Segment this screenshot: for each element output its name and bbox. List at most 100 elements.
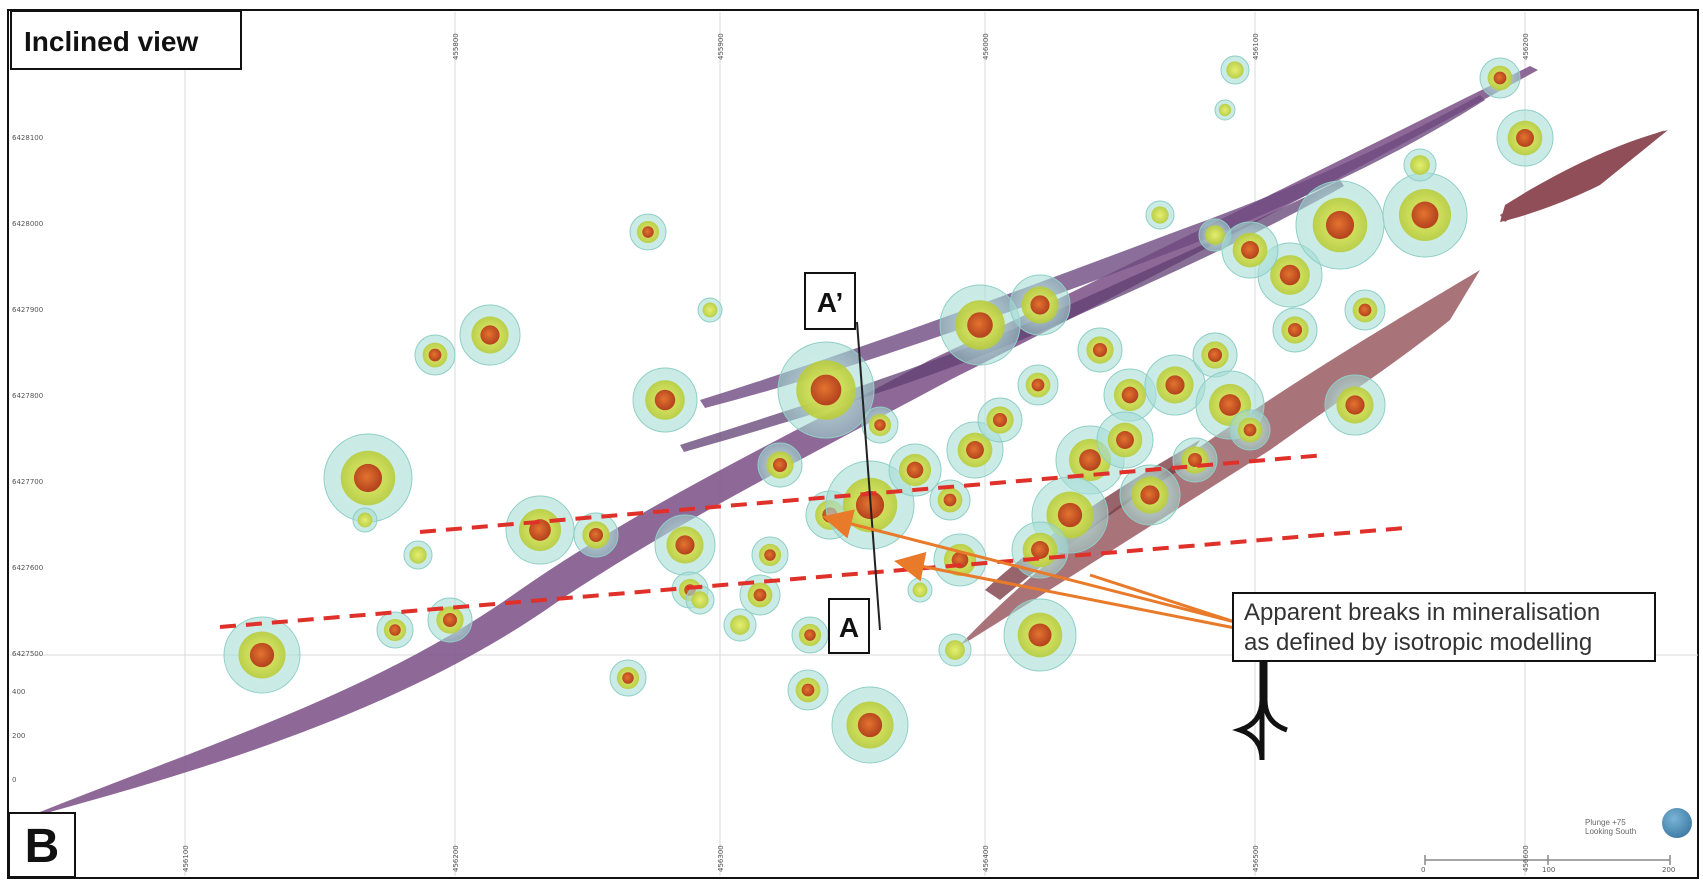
shell-core [442,612,458,628]
mineralisation-shells [223,55,1554,764]
shell-core [1030,295,1050,315]
shell-core [529,519,551,541]
view-title: Inclined view [10,10,242,70]
shell-mid [912,582,928,598]
shell-core [1345,395,1365,415]
shell-core [1243,423,1257,437]
middle-dyke [680,180,1344,452]
shell-core [1079,449,1101,471]
shell-core [428,348,442,362]
northing-tick: 6428100 [12,134,44,142]
northing-tick: 6427500 [12,650,44,658]
view-orientation: Plunge +75 Looking South [1585,818,1636,836]
shell-core [801,683,815,697]
scale-tick: 200 [1662,866,1676,874]
elevation-tick: 400 [12,688,26,696]
easting-tick-bottom: 456200 [452,845,460,872]
shell-core [353,463,383,493]
annotation-box: Apparent breaks in mineralisation as def… [1232,592,1656,662]
shell-core [1411,201,1439,229]
annotation-line-1: Apparent breaks in mineralisation [1244,599,1601,626]
panel-letter: B [8,812,76,878]
shell-mid [1218,103,1232,117]
elevation-tick: 0 [12,776,17,784]
shell-mid [1205,225,1225,245]
shell-core [1092,342,1108,358]
shell-core [1028,623,1052,647]
break-lines [219,453,1406,629]
shell-mid [702,302,718,318]
shell-core [967,312,993,338]
scale-bar [1424,855,1671,865]
easting-tick-bottom: 456500 [1252,845,1260,872]
coordinate-grid [10,12,1698,876]
shell-mid [691,591,709,609]
scale-tick: 0 [1421,866,1426,874]
section-label-end: A’ [804,272,856,330]
northing-tick: 6427800 [12,392,44,400]
view-direction: Looking South [1585,827,1637,836]
shell-core [642,226,654,238]
shell-core [1287,322,1303,338]
shell-core [1207,347,1223,363]
annotation-arrows [822,509,1236,630]
northing-tick: 6427900 [12,306,44,314]
shell-core [1241,241,1259,259]
easting-tick-bottom: 456100 [182,845,190,872]
northing-tick: 6427700 [12,478,44,486]
upper-fault-plane [1500,130,1668,222]
shell-core [1116,431,1134,449]
shell-core [1493,71,1507,85]
view-plunge: Plunge +75 [1585,818,1626,827]
shell-core [654,389,676,411]
northing-tick: 6427600 [12,564,44,572]
shell-core [588,527,604,543]
shell-core [804,629,816,641]
shell-core [1031,541,1049,559]
shell-core [1031,378,1045,392]
shell-core [943,493,957,507]
upper-dyke [700,95,1485,408]
shell-core [906,461,924,479]
easting-tick-top: 456000 [982,33,990,60]
easting-tick-bottom: 456600 [1522,845,1530,872]
shell-core [389,624,401,636]
shell-core [249,642,275,668]
shell-core [1187,452,1203,468]
scale-tick: 100 [1542,866,1556,874]
easting-tick-top: 456200 [1522,33,1530,60]
easting-tick-bottom: 456300 [717,845,725,872]
lower-fault-plane [960,270,1480,645]
shell-mid [1410,155,1430,175]
shell-core [1140,485,1160,505]
shell-core [1219,394,1241,416]
section-line [856,321,881,631]
shell-core [857,712,883,738]
shell-core [966,441,984,459]
easting-tick-top: 455900 [717,33,725,60]
northing-tick: 6428000 [12,220,44,228]
shell-mid [1151,206,1169,224]
shell-core [1358,303,1372,317]
shell-mid [730,615,750,635]
arrow-to-lower-break [894,551,1236,630]
section-label-start: A [828,598,870,654]
shell-core [810,374,842,406]
shell-mid [409,546,427,564]
shell-core [1057,502,1083,528]
arrow-to-upper-break [822,509,1236,624]
annotation-line-2: as defined by isotropic modelling [1244,629,1593,656]
shell-core [1165,375,1185,395]
shell-core [1325,210,1355,240]
dyke-group [40,66,1538,812]
shell-core [1121,386,1139,404]
arrow-branch [1089,573,1236,624]
shell-core [1516,129,1534,147]
shell-mid [357,512,373,528]
shell-core [764,549,776,561]
figure-frame [7,9,1699,879]
elevation-tick: 200 [12,732,26,740]
upper-break-line [419,453,1326,534]
